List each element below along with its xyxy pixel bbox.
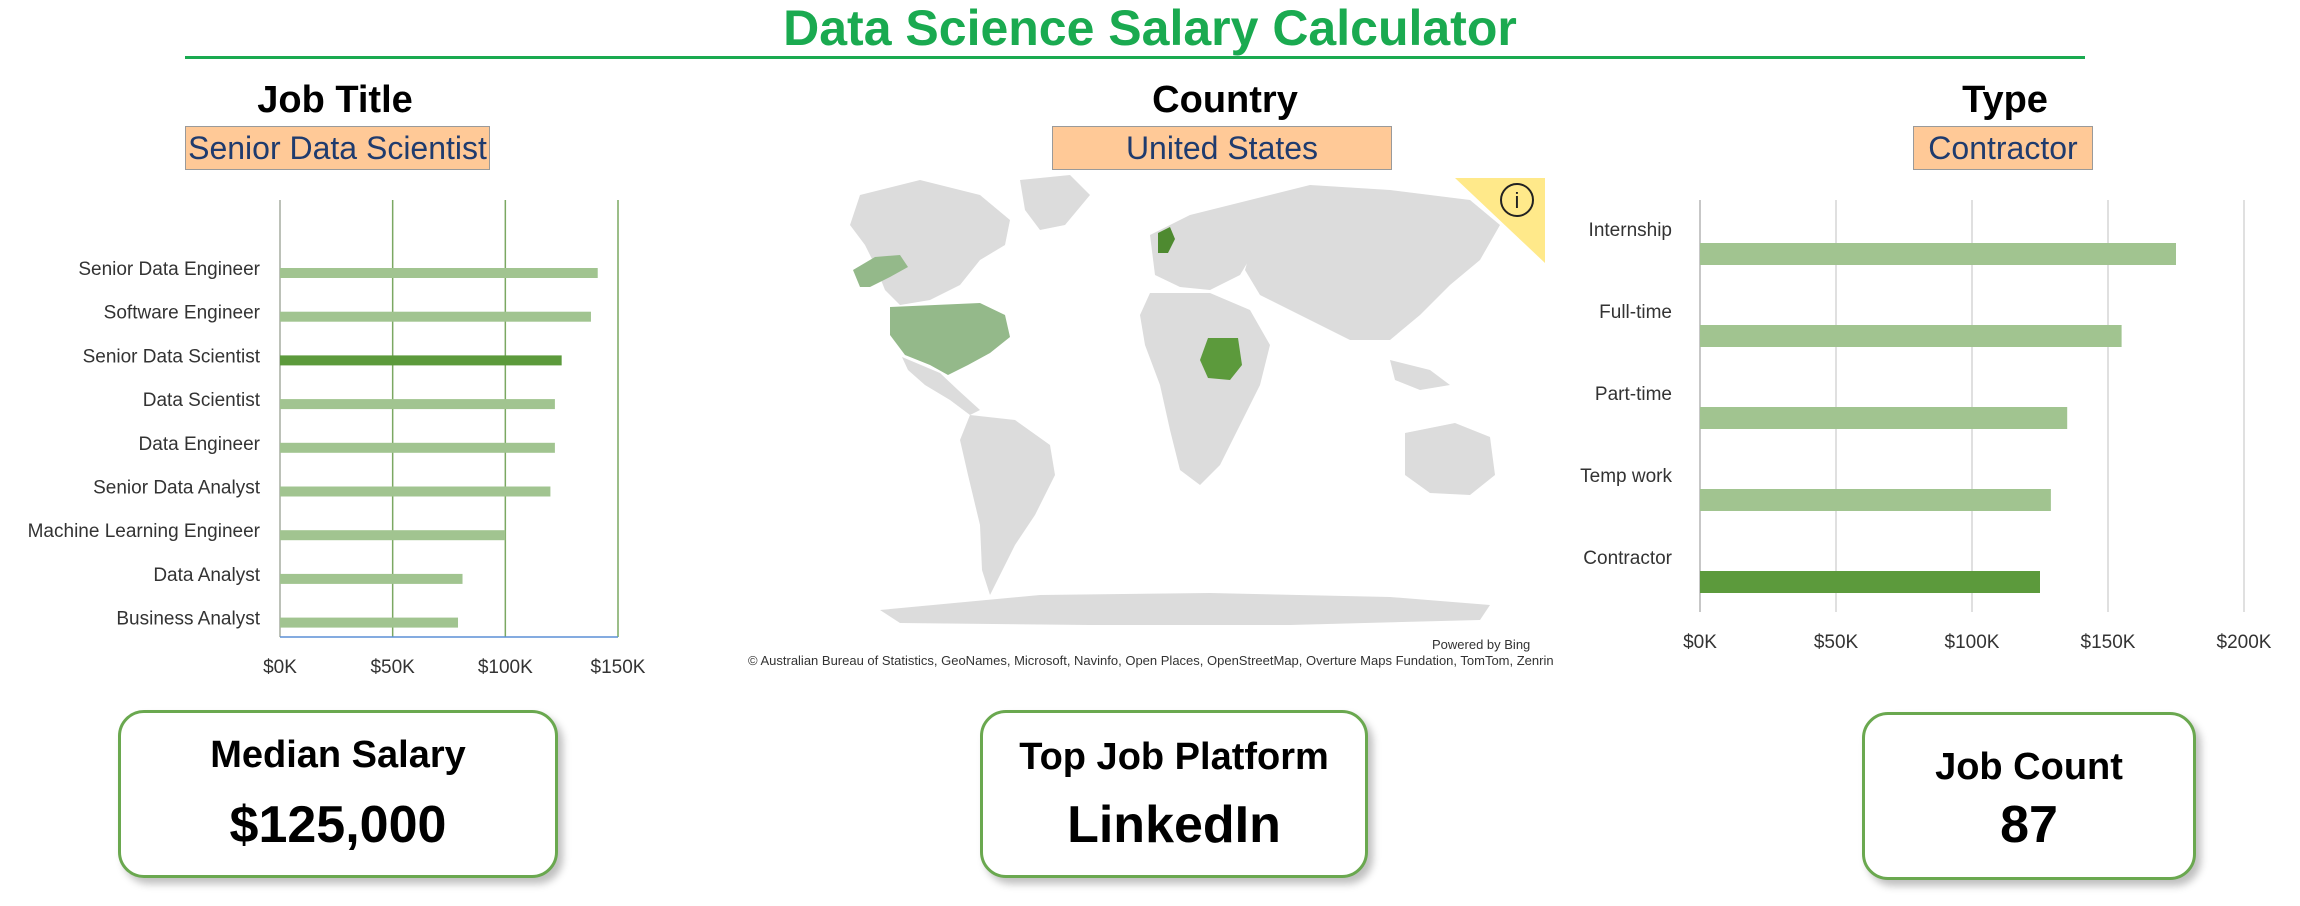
- category-label-senior-data-analyst: Senior Data Analyst: [93, 478, 261, 499]
- category-label-contractor: Contractor: [1583, 548, 1672, 569]
- employment-type-salary-chart: $0K $50K $100K $150K $200K Internship Full-tim…: [1580, 200, 2272, 653]
- top-platform-value: LinkedIn: [1067, 796, 1281, 854]
- category-label-data-engineer: Data Engineer: [139, 434, 261, 455]
- category-label-senior-data-engineer: Senior Data Engineer: [78, 259, 260, 280]
- bar-senior-data-engineer: [280, 268, 598, 278]
- x-tick-label: $0K: [1683, 632, 1717, 653]
- job-title-salary-chart: $0K $50K $100K $150K Senior Data Engineer Sof…: [28, 200, 646, 678]
- bar-senior-data-scientist: [280, 355, 562, 366]
- bar-part-time: [1700, 407, 2068, 429]
- bar-business-analyst: [280, 617, 459, 628]
- top-platform-card: Top Job Platform LinkedIn: [980, 710, 1368, 878]
- map-africa: [1140, 293, 1270, 485]
- category-label-temp-work: Temp work: [1580, 466, 1672, 487]
- map-attribution: © Australian Bureau of Statistics, GeoNa…: [748, 653, 1554, 668]
- info-corner[interactable]: i: [1455, 178, 1545, 263]
- title-underline: [185, 56, 2085, 59]
- bar-temp-work: [1700, 489, 2051, 511]
- map-se-asia: [1390, 360, 1450, 390]
- bar-senior-data-analyst: [280, 486, 551, 497]
- category-label-software-engineer: Software Engineer: [104, 303, 261, 324]
- map-usa: [890, 303, 1010, 375]
- median-salary-value: $125,000: [229, 796, 447, 854]
- type-label: Type: [1962, 79, 2048, 121]
- job-count-value: 87: [2000, 796, 2058, 854]
- map-greenland: [1020, 175, 1090, 230]
- job-title-select[interactable]: Senior Data Scientist: [185, 126, 490, 170]
- map-asia: [1230, 185, 1500, 340]
- top-platform-label: Top Job Platform: [1019, 736, 1329, 778]
- type-select[interactable]: Contractor: [1913, 126, 2093, 170]
- x-tick-label: $50K: [370, 657, 415, 678]
- median-salary-label: Median Salary: [210, 734, 466, 776]
- x-tick-label: $200K: [2217, 632, 2272, 653]
- map-central-america: [902, 357, 980, 415]
- bar-data-scientist: [280, 399, 555, 410]
- svg-text:i: i: [1515, 188, 1520, 213]
- info-icon[interactable]: i: [1500, 183, 1534, 217]
- category-label-part-time: Part-time: [1595, 384, 1672, 405]
- job-count-card: Job Count 87: [1862, 712, 2196, 880]
- page-title: Data Science Salary Calculator: [783, 0, 1517, 56]
- x-tick-label: $50K: [1814, 632, 1859, 653]
- bar-data-analyst: [280, 573, 463, 584]
- job-count-label: Job Count: [1935, 746, 2123, 788]
- map-north-america: [850, 180, 1010, 305]
- category-label-data-analyst: Data Analyst: [153, 565, 260, 586]
- x-tick-label: $150K: [591, 657, 646, 678]
- category-label-full-time: Full-time: [1599, 302, 1672, 323]
- bar-machine-learning-engineer: [280, 530, 506, 541]
- category-label-machine-learning-engineer: Machine Learning Engineer: [28, 521, 261, 542]
- map-antarctica: [880, 593, 1490, 625]
- map-alaska: [853, 255, 908, 287]
- country-select[interactable]: United States: [1052, 126, 1392, 170]
- country-label: Country: [1152, 79, 1298, 121]
- map-powered-by: Powered by Bing: [1432, 637, 1531, 652]
- bar-full-time: [1700, 325, 2122, 347]
- category-label-internship: Internship: [1589, 220, 1672, 241]
- map-uk: [1158, 227, 1175, 253]
- category-label-senior-data-scientist: Senior Data Scientist: [83, 346, 261, 367]
- world-map[interactable]: [790, 175, 1565, 640]
- map-australia: [1405, 423, 1495, 495]
- map-sudan: [1200, 338, 1242, 380]
- x-tick-label: $100K: [478, 657, 533, 678]
- bar-data-engineer: [280, 442, 555, 453]
- x-tick-label: $100K: [1945, 632, 2000, 653]
- category-label-business-analyst: Business Analyst: [116, 609, 260, 630]
- bar-contractor: [1700, 571, 2040, 593]
- category-label-data-scientist: Data Scientist: [143, 390, 261, 411]
- bar-software-engineer: [280, 311, 591, 322]
- map-europe: [1150, 205, 1260, 290]
- bar-internship: [1700, 243, 2176, 265]
- x-tick-label: $0K: [263, 657, 297, 678]
- map-south-america: [960, 415, 1055, 595]
- x-tick-label: $150K: [2081, 632, 2136, 653]
- job-title-label: Job Title: [257, 79, 413, 121]
- median-salary-card: Median Salary $125,000: [118, 710, 558, 878]
